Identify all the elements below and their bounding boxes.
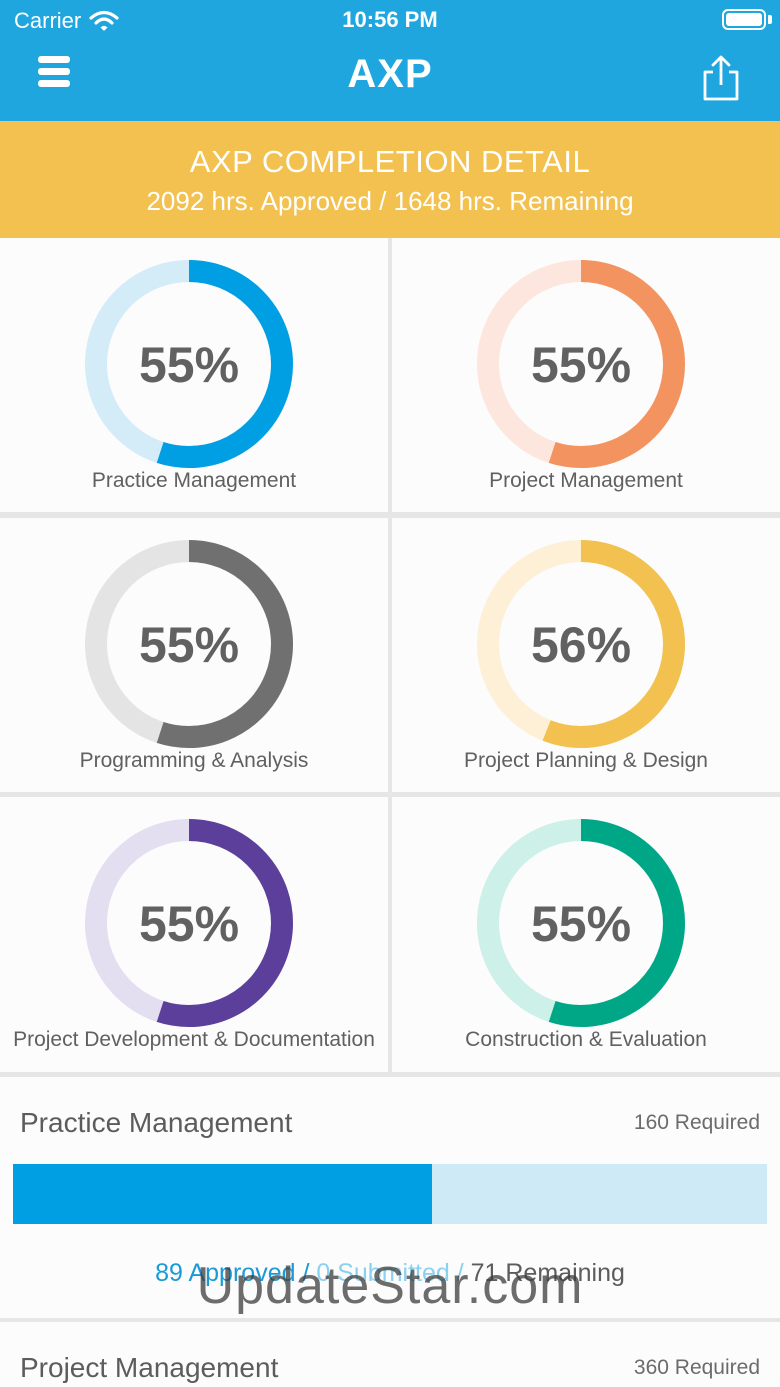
carrier-label: Carrier — [14, 8, 82, 33]
category-tile[interactable]: 56% Project Planning & Design — [392, 518, 780, 792]
donut-percent: 55% — [139, 617, 239, 673]
donut-percent: 55% — [139, 896, 239, 952]
donut-progress-arc — [477, 540, 685, 748]
category-tile[interactable]: 55% Construction & Evaluation — [392, 797, 780, 1072]
donut-chart: 56% — [477, 540, 685, 748]
donut-chart: 55% — [85, 819, 293, 1027]
donut-percent: 55% — [531, 896, 631, 952]
donut-progress-arc — [477, 819, 685, 1027]
detail-practice-management[interactable]: Practice Management 160 Required 89 Appr… — [0, 1077, 780, 1318]
banner-title: AXP COMPLETION DETAIL — [189, 144, 591, 179]
battery-tip — [768, 15, 772, 24]
detail-title: Project Management — [20, 1352, 279, 1383]
category-tile[interactable]: 55% Project Development & Documentation — [0, 797, 388, 1072]
remaining-count: 71 Remaining — [470, 1259, 625, 1287]
donut-chart: 55% — [85, 540, 293, 748]
category-label: Construction & Evaluation — [465, 1028, 707, 1051]
category-tile[interactable]: 55% Project Management — [392, 238, 780, 512]
submitted-count: 0 Submitted / — [316, 1259, 464, 1287]
category-label: Project Development & Documentation — [13, 1028, 375, 1051]
category-tile[interactable]: 55% Programming & Analysis — [0, 518, 388, 792]
category-label: Project Management — [489, 469, 683, 492]
donut-progress-arc — [477, 260, 685, 468]
category-tile[interactable]: 55% Practice Management — [0, 238, 388, 512]
donut-percent: 56% — [531, 617, 631, 673]
donut-percent: 55% — [139, 337, 239, 393]
progress-bar-fill — [13, 1164, 433, 1224]
app-header: Carrier 10:56 PM AXP — [0, 0, 780, 121]
detail-required: 360 Required — [633, 1356, 760, 1379]
detail-required: 160 Required — [633, 1111, 760, 1134]
donut-progress-arc — [85, 540, 293, 748]
wifi-icon — [89, 10, 119, 31]
completion-banner: AXP COMPLETION DETAIL 2092 hrs. Approved… — [0, 121, 780, 238]
progress-bar — [13, 1164, 767, 1224]
category-label: Practice Management — [91, 469, 297, 492]
donut-progress-arc — [85, 819, 293, 1027]
donut-chart: 55% — [477, 260, 685, 468]
donut-chart: 55% — [477, 819, 685, 1027]
donut-percent: 55% — [531, 337, 631, 393]
approved-count: 89 Approved / — [155, 1259, 310, 1287]
detail-project-management[interactable]: Project Management 360 Required — [0, 1322, 780, 1387]
banner-subtitle: 2092 hrs. Approved / 1648 hrs. Remaining — [146, 186, 634, 216]
nav-title: AXP — [347, 52, 433, 96]
status-carrier: Carrier — [14, 8, 119, 34]
category-label: Programming & Analysis — [79, 749, 309, 772]
donut-chart: 55% — [85, 260, 293, 468]
donut-progress-arc — [85, 260, 293, 468]
status-time: 10:56 PM — [342, 7, 438, 32]
share-icon[interactable] — [700, 54, 742, 102]
battery-icon — [722, 9, 766, 30]
detail-title: Practice Management — [20, 1107, 293, 1138]
detail-stats: 89 Approved / 0 Submitted / 71 Remaining — [0, 1259, 780, 1288]
hamburger-menu-icon[interactable] — [38, 56, 72, 92]
category-label: Project Planning & Design — [464, 749, 708, 772]
